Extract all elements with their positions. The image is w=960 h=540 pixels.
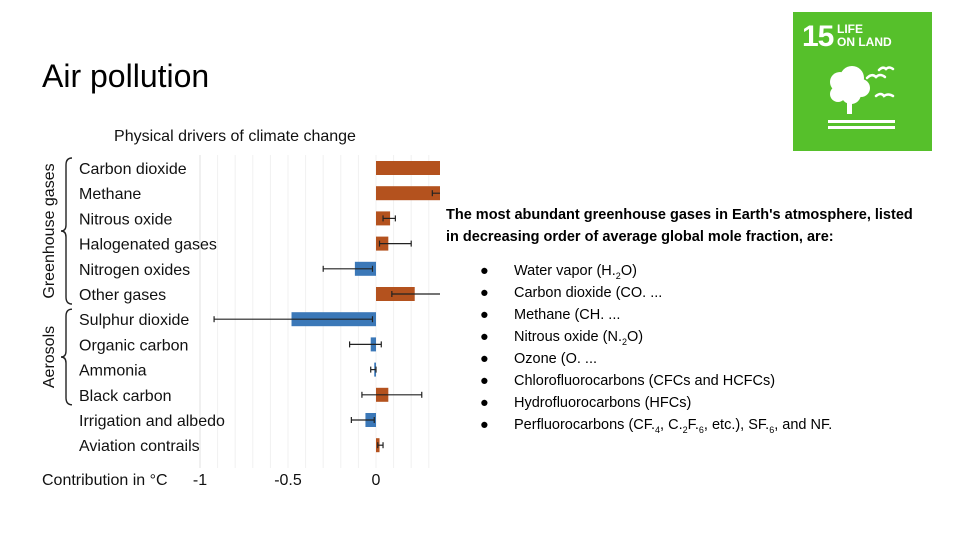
category-label: Irrigation and albedo: [79, 413, 225, 430]
category-label: Organic carbon: [79, 337, 188, 354]
bullet-text: Nitrous oxide (N.: [514, 329, 622, 345]
bullet-dot: ●: [480, 373, 489, 389]
bullet-text: Hydrofluorocarbons (HFCs): [514, 395, 692, 411]
category-label: Carbon dioxide: [79, 161, 187, 178]
group-bracket: [60, 157, 73, 305]
intro-paragraph: The most abundant greenhouse gases in Ea…: [446, 207, 913, 245]
bullet-text: Chlorofluorocarbons (CFCs and HCFCs): [514, 373, 776, 389]
subscript: 2: [682, 425, 688, 435]
category-label: Sulphur dioxide: [79, 312, 189, 329]
x-axis-label: Contribution in °C: [42, 472, 168, 489]
bar: [376, 186, 466, 201]
sdg-15-badge: 15 LIFE ON LAND: [793, 12, 932, 151]
category-label: Other gases: [79, 287, 166, 304]
category-label: Methane: [79, 186, 141, 203]
subscript: 2: [615, 271, 621, 281]
bullet-text: Carbon dioxide (CO. ...: [514, 285, 663, 301]
gas-list-item: ● Ozone (O. ...: [446, 348, 916, 370]
bullet-dot: ●: [480, 263, 489, 279]
bullet-text: , and NF.: [774, 417, 833, 433]
gas-list-item: ● Perfluorocarbons (CF.4, C.2F.6, etc.), …: [446, 414, 916, 436]
tree-birds-icon: [828, 66, 895, 129]
subscript: 6: [698, 425, 704, 435]
x-tick-label: -1: [193, 472, 207, 489]
x-tick-label: -0.5: [274, 472, 302, 489]
bar: [376, 161, 514, 175]
category-label: Ammonia: [79, 363, 147, 380]
group-label: Greenhouse gases: [41, 163, 58, 298]
sdg-label-line2: ON LAND: [837, 35, 892, 49]
sdg-label: LIFE ON LAND: [837, 23, 917, 49]
gas-list-item: ● Water vapor (H.2O): [446, 260, 916, 282]
chart-title: Physical drivers of climate change: [114, 128, 356, 145]
bullet-dot: ●: [480, 351, 489, 367]
bullet-dot: ●: [480, 329, 489, 345]
subscript: 6: [769, 425, 775, 435]
gas-list-item: ● Hydrofluorocarbons (HFCs): [446, 392, 916, 414]
gas-list: ● Water vapor (H.2O) ● Carbon dioxide (CO. …: [446, 260, 916, 436]
gas-list-item: ● Methane (CH. ...: [446, 304, 916, 326]
sdg-number: 15: [802, 20, 834, 53]
bullet-text: , etc.), SF.: [703, 417, 770, 433]
bullet-text: Ozone (O. ...: [514, 351, 597, 367]
gas-list-item: ● Nitrous oxide (N.2O): [446, 326, 916, 348]
bullet-text: , C.: [660, 417, 683, 433]
slide-title: Air pollution: [42, 58, 210, 94]
category-label: Aviation contrails: [79, 438, 200, 455]
category-label: Black carbon: [79, 388, 172, 405]
category-label: Halogenated gases: [79, 237, 217, 254]
category-label: Nitrogen oxides: [79, 262, 190, 279]
bullet-text: O): [627, 329, 644, 345]
bullet-dot: ●: [480, 307, 489, 323]
text-block: The most abundant greenhouse gases in Ea…: [446, 204, 916, 436]
bullet-dot: ●: [480, 395, 489, 411]
bullet-text: O): [620, 263, 637, 279]
sdg-label-line1: LIFE: [837, 22, 863, 36]
category-label: Nitrous oxide: [79, 211, 172, 228]
x-tick-label: 0: [372, 472, 381, 489]
bullet-text: Water vapor (H.: [514, 263, 616, 279]
climate-drivers-chart: Physical drivers of climate change Carbon…: [30, 118, 651, 498]
bullet-text: Methane (CH. ...: [514, 307, 621, 323]
bullet-dot: ●: [480, 285, 489, 301]
subscript: 4: [655, 425, 661, 435]
bullet-text: F.: [687, 417, 699, 433]
gas-list-item: ● Chlorofluorocarbons (CFCs and HCFCs): [446, 370, 916, 392]
group-label: Aerosols: [41, 326, 58, 388]
subscript: 2: [621, 337, 627, 347]
bullet-text: Perfluorocarbons (CF.: [514, 417, 656, 433]
bullet-dot: ●: [480, 417, 489, 433]
group-bracket: [60, 308, 73, 406]
chart-svg: Physical drivers of climate change Carbon…: [41, 128, 651, 489]
gas-list-item: ● Carbon dioxide (CO. ...: [446, 282, 916, 304]
